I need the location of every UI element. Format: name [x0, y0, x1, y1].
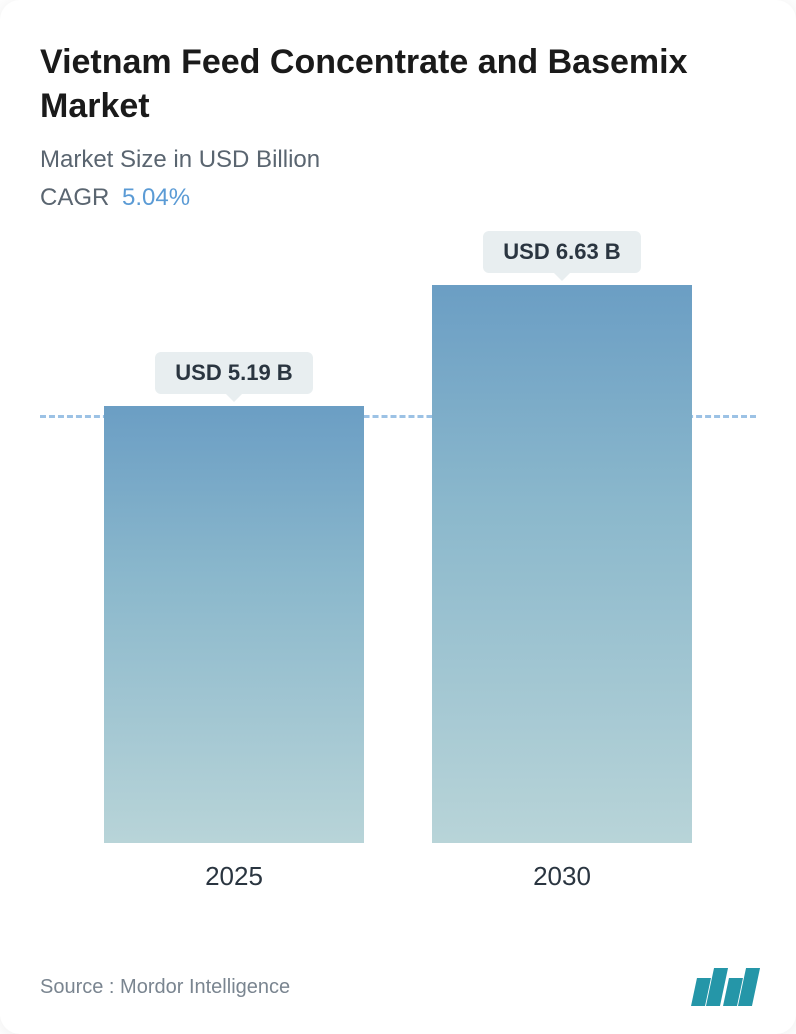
chart-container: Vietnam Feed Concentrate and Basemix Mar… [0, 0, 796, 1034]
cagr-label: CAGR [40, 184, 109, 211]
footer: Source : Mordor Intelligence [40, 968, 756, 1006]
bar-group-2025: USD 5.19 B 2025 [104, 352, 364, 892]
bar-2030 [432, 285, 692, 843]
cagr-value: 5.04% [122, 184, 190, 211]
chart-title: Vietnam Feed Concentrate and Basemix Mar… [40, 40, 756, 128]
bars-wrapper: USD 5.19 B 2025 USD 6.63 B 2030 [40, 252, 756, 892]
chart-subtitle: Market Size in USD Billion [40, 146, 756, 174]
logo-bar-icon [738, 968, 760, 1006]
value-label-2030: USD 6.63 B [483, 231, 640, 273]
cagr-line: CAGR 5.04% [40, 184, 756, 212]
source-text: Source : Mordor Intelligence [40, 976, 290, 999]
bar-2025 [104, 406, 364, 843]
x-label-2030: 2030 [533, 861, 591, 892]
bar-group-2030: USD 6.63 B 2030 [432, 231, 692, 892]
mordor-logo [694, 968, 756, 1006]
x-label-2025: 2025 [205, 861, 263, 892]
value-label-2025: USD 5.19 B [155, 352, 312, 394]
chart-area: USD 5.19 B 2025 USD 6.63 B 2030 [40, 252, 756, 892]
